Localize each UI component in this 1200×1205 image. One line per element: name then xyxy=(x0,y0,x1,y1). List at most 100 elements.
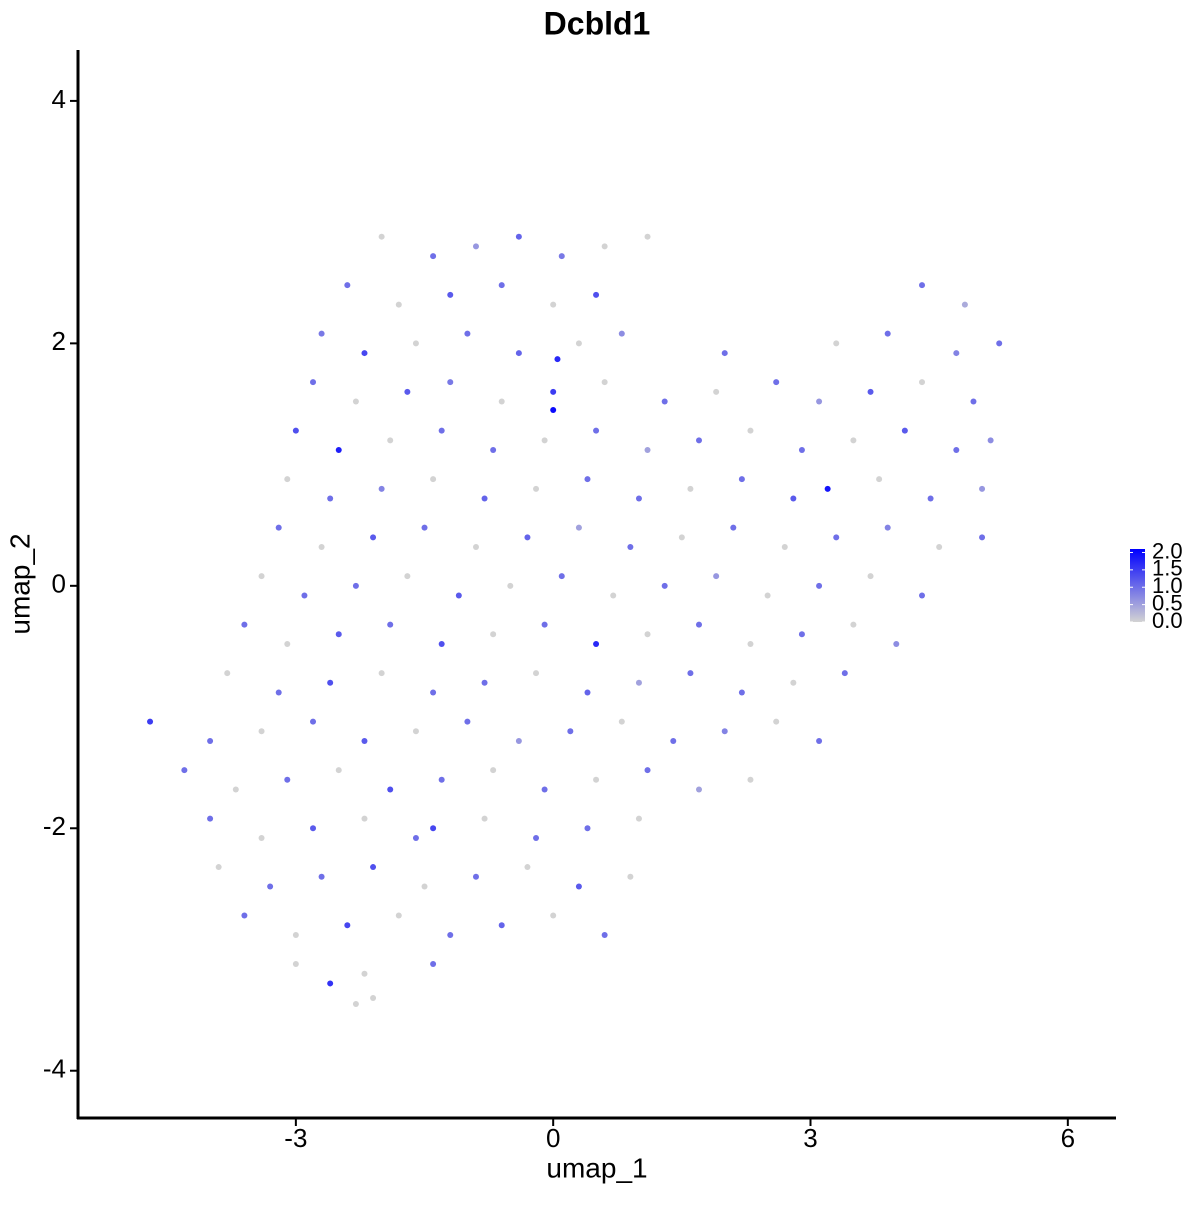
cell-point xyxy=(635,815,642,822)
cell-point xyxy=(464,330,471,337)
cell-point xyxy=(352,398,359,405)
cell-point xyxy=(241,621,248,628)
cell-point xyxy=(464,718,471,725)
cell-point xyxy=(970,398,977,405)
cell-point xyxy=(224,670,231,677)
cell-point xyxy=(833,534,840,541)
cell-point xyxy=(738,476,745,483)
cell-point xyxy=(747,641,754,648)
cell-point xyxy=(816,582,823,589)
cell-point xyxy=(824,485,831,492)
colorbar-label: 1.5 xyxy=(1152,556,1183,581)
cell-point xyxy=(378,485,385,492)
cell-point xyxy=(524,864,531,871)
y-tick-label: -2 xyxy=(43,811,66,841)
cell-point xyxy=(258,834,265,841)
x-tick-label: 0 xyxy=(546,1123,560,1153)
cell-point xyxy=(318,873,325,880)
cell-point xyxy=(876,476,883,483)
cell-point xyxy=(850,437,857,444)
cell-point xyxy=(798,631,805,638)
cell-point xyxy=(927,495,934,502)
cell-point xyxy=(387,621,394,628)
cell-point xyxy=(601,931,608,938)
cell-point xyxy=(481,815,488,822)
cell-point xyxy=(284,476,291,483)
cell-point xyxy=(481,679,488,686)
cell-point xyxy=(335,447,342,454)
cell-point xyxy=(207,815,214,822)
cell-point xyxy=(730,524,737,531)
cell-point xyxy=(901,427,908,434)
cell-point xyxy=(404,388,411,395)
cell-point xyxy=(670,737,677,744)
cell-point xyxy=(790,679,797,686)
cell-point xyxy=(850,621,857,628)
cell-point xyxy=(430,961,437,968)
cell-point xyxy=(421,883,428,890)
cell-point xyxy=(816,398,823,405)
cell-point xyxy=(644,631,651,638)
cell-point xyxy=(310,379,317,386)
cell-point xyxy=(644,447,651,454)
cell-point xyxy=(344,922,351,929)
cell-point xyxy=(884,524,891,531)
cell-point xyxy=(438,427,445,434)
cell-point xyxy=(438,641,445,648)
cell-point xyxy=(318,544,325,551)
cell-point xyxy=(361,737,368,744)
cell-point xyxy=(610,592,617,599)
x-axis-label: umap_1 xyxy=(546,1152,647,1183)
cell-point xyxy=(627,873,634,880)
cell-point xyxy=(472,243,479,250)
cell-point xyxy=(893,641,900,648)
cell-point xyxy=(695,786,702,793)
colorbar-label: 0.5 xyxy=(1152,590,1183,615)
cell-point xyxy=(524,534,531,541)
y-tick-label: 2 xyxy=(52,326,66,356)
cell-point xyxy=(515,350,522,357)
cell-point xyxy=(593,776,600,783)
cell-point xyxy=(919,592,926,599)
cell-point xyxy=(554,356,561,363)
cell-point xyxy=(541,786,548,793)
y-axis-label: umap_2 xyxy=(4,533,35,634)
cell-point xyxy=(412,834,419,841)
cell-point xyxy=(961,301,968,308)
cell-point xyxy=(490,447,497,454)
cell-point xyxy=(447,379,454,386)
cell-point xyxy=(593,641,600,648)
cell-point xyxy=(387,437,394,444)
cell-point xyxy=(378,233,385,240)
cell-point xyxy=(241,912,248,919)
cell-point xyxy=(618,718,625,725)
cell-point xyxy=(344,282,351,289)
cell-point xyxy=(335,631,342,638)
cell-point xyxy=(558,253,565,260)
cell-point xyxy=(575,524,582,531)
cell-point xyxy=(490,631,497,638)
cell-point xyxy=(181,767,188,774)
cell-point xyxy=(378,670,385,677)
cell-point xyxy=(412,340,419,347)
cell-point xyxy=(584,825,591,832)
cell-point xyxy=(447,291,454,298)
cell-point xyxy=(695,621,702,628)
cell-point xyxy=(215,864,222,871)
cell-point xyxy=(979,485,986,492)
cell-point xyxy=(455,592,462,599)
cell-point xyxy=(284,641,291,648)
cell-point xyxy=(447,931,454,938)
cell-point xyxy=(370,864,377,871)
cell-point xyxy=(635,495,642,502)
cell-point xyxy=(352,1001,359,1008)
cell-point xyxy=(515,737,522,744)
cell-point xyxy=(361,350,368,357)
y-tick-label: 0 xyxy=(52,569,66,599)
cell-point xyxy=(361,815,368,822)
cell-point xyxy=(541,437,548,444)
colorbar-label: 2.0 xyxy=(1152,538,1183,563)
cell-point xyxy=(867,388,874,395)
cell-point xyxy=(327,495,334,502)
